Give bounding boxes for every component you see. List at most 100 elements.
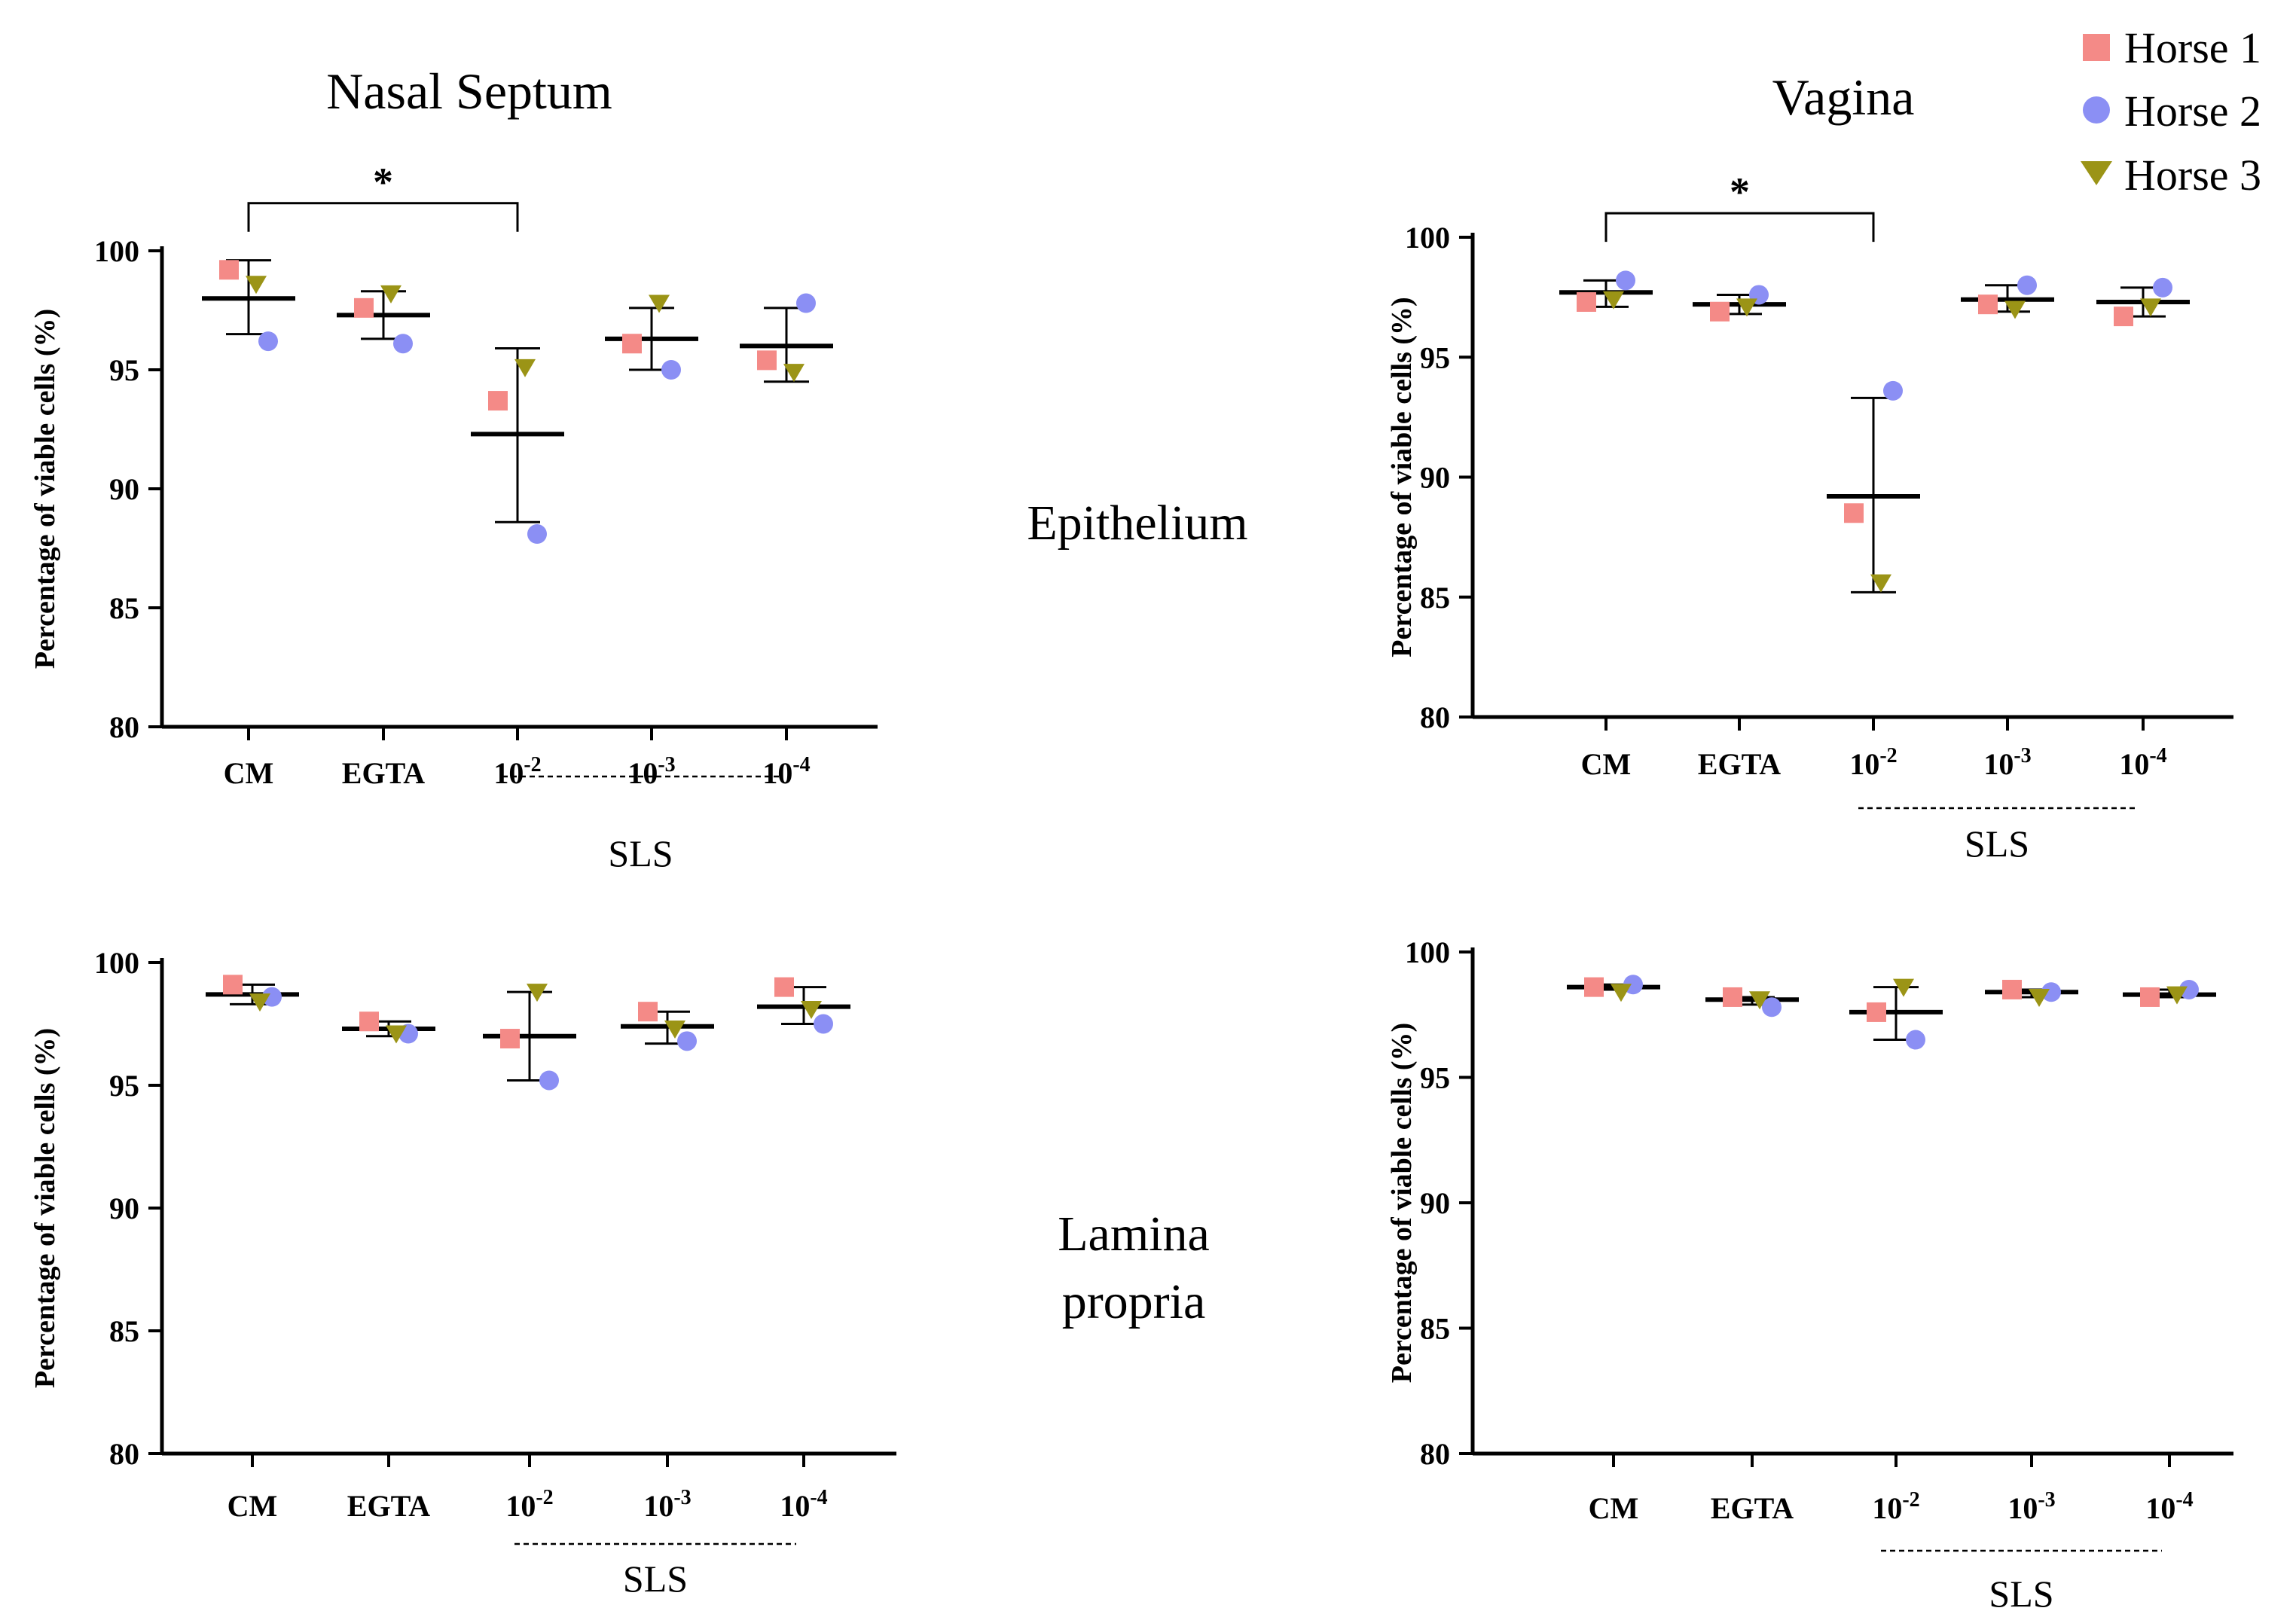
x-tick-label: 10-3 bbox=[1983, 744, 2031, 781]
point-horse-1 bbox=[774, 977, 794, 997]
y-tick-label: 85 bbox=[1420, 581, 1450, 615]
row-label-line: propria bbox=[1062, 1274, 1206, 1329]
point-horse-2 bbox=[661, 360, 681, 380]
title-nasal-septum: Nasal Septum bbox=[326, 63, 612, 120]
significance-star: * bbox=[1730, 169, 1750, 215]
x-tick-label: CM bbox=[1589, 1491, 1639, 1525]
significance-bracket bbox=[1604, 212, 1875, 243]
group-label-sls: SLS bbox=[1965, 822, 2029, 865]
x-tick-label: EGTA bbox=[347, 1489, 431, 1523]
point-horse-2 bbox=[677, 1031, 697, 1051]
point-horse-3 bbox=[1611, 984, 1632, 1002]
y-tick-label: 100 bbox=[1405, 221, 1450, 255]
point-horse-3 bbox=[801, 1000, 822, 1019]
legend-circle-icon bbox=[2083, 96, 2110, 124]
point-horse-2 bbox=[393, 334, 413, 354]
x-tick-label-exponent: -4 bbox=[792, 753, 810, 776]
y-tick-label: 90 bbox=[109, 472, 139, 506]
significance-bracket bbox=[247, 202, 519, 232]
row-label-epithelium: Epithelium bbox=[1027, 496, 1247, 551]
x-tick-label-exponent: -3 bbox=[2014, 744, 2031, 767]
x-tick-label-base: 10 bbox=[2119, 747, 2149, 781]
x-tick-label-base: 10 bbox=[643, 1489, 673, 1523]
x-tick-label-base: 10 bbox=[627, 756, 658, 790]
y-tick-label: 100 bbox=[94, 234, 139, 268]
x-tick-label-base: 10 bbox=[762, 756, 792, 790]
point-horse-3 bbox=[527, 984, 548, 1002]
point-horse-1 bbox=[1844, 503, 1864, 523]
point-horse-1 bbox=[1584, 977, 1604, 997]
point-horse-1 bbox=[223, 975, 243, 995]
title-vagina: Vagina bbox=[1772, 69, 1915, 126]
y-axis-label: Percentage of viable cells (%) bbox=[1386, 297, 1418, 657]
x-tick-label: 10-2 bbox=[493, 753, 541, 790]
group-label-sls: SLS bbox=[608, 832, 673, 874]
point-horse-3 bbox=[2029, 988, 2050, 1007]
point-horse-2 bbox=[262, 987, 282, 1007]
x-tick-label-exponent: -2 bbox=[1879, 744, 1897, 767]
x-tick-label-base: 10 bbox=[1983, 747, 2014, 781]
x-tick-label: 10-3 bbox=[627, 753, 675, 790]
x-tick-label-exponent: -4 bbox=[2149, 744, 2166, 767]
point-horse-2 bbox=[796, 293, 816, 313]
point-horse-2 bbox=[1883, 380, 1903, 401]
point-horse-1 bbox=[638, 1002, 658, 1022]
y-tick-label: 90 bbox=[109, 1191, 139, 1225]
point-horse-3 bbox=[1736, 298, 1757, 317]
point-horse-1 bbox=[359, 1011, 379, 1032]
point-horse-3 bbox=[249, 993, 270, 1012]
x-tick-label: 10-2 bbox=[505, 1486, 553, 1523]
y-axis-label: Percentage of viable cells (%) bbox=[29, 309, 61, 669]
point-horse-1 bbox=[1723, 987, 1742, 1007]
point-horse-2 bbox=[539, 1070, 559, 1091]
point-horse-2 bbox=[1762, 997, 1782, 1018]
group-label-sls: SLS bbox=[623, 1558, 688, 1600]
x-tick-label-exponent: -4 bbox=[810, 1486, 827, 1509]
point-horse-3 bbox=[380, 285, 401, 304]
row-label-lamina-propria: Lamina propria bbox=[1058, 1207, 1210, 1329]
y-tick-label: 100 bbox=[1405, 935, 1450, 969]
point-horse-3 bbox=[246, 276, 267, 294]
point-horse-3 bbox=[1893, 978, 1914, 997]
point-horse-3 bbox=[1749, 991, 1770, 1010]
significance-star: * bbox=[373, 160, 393, 205]
x-tick-label-base: EGTA bbox=[1698, 747, 1782, 781]
x-tick-label-base: 10 bbox=[1872, 1491, 1902, 1525]
point-horse-3 bbox=[386, 1025, 407, 1044]
chart-panel-nasal-lamina: 80 85 90 95 100 Percentage of viable cells (%… bbox=[29, 946, 896, 1600]
x-tick-label-base: 10 bbox=[780, 1489, 810, 1523]
x-tick-label-base: 10 bbox=[2007, 1491, 2038, 1525]
row-label-line: Lamina bbox=[1058, 1207, 1210, 1262]
y-tick-label: 80 bbox=[109, 1437, 139, 1471]
x-tick-label: 10-4 bbox=[2145, 1488, 2193, 1525]
x-tick-label: 10-4 bbox=[2119, 744, 2166, 781]
x-tick-label-exponent: -4 bbox=[2175, 1488, 2193, 1512]
point-horse-2 bbox=[814, 1014, 833, 1034]
point-horse-2 bbox=[2017, 275, 2037, 295]
y-axis-label: Percentage of viable cells (%) bbox=[1386, 1023, 1418, 1383]
y-tick-label: 80 bbox=[1420, 700, 1450, 734]
point-horse-2 bbox=[1906, 1030, 1925, 1050]
point-horse-2 bbox=[258, 331, 278, 352]
x-tick-label-exponent: -3 bbox=[673, 1486, 691, 1509]
legend-label-horse-1: Horse 1 bbox=[2124, 23, 2261, 72]
y-axis-label: Percentage of viable cells (%) bbox=[29, 1028, 61, 1388]
legend-label-horse-2: Horse 2 bbox=[2124, 87, 2261, 136]
point-horse-3 bbox=[1603, 291, 1624, 310]
x-tick-label-base: CM bbox=[1581, 747, 1632, 781]
y-tick-label: 95 bbox=[1420, 340, 1450, 374]
y-tick-label: 80 bbox=[109, 710, 139, 744]
point-horse-3 bbox=[783, 364, 805, 383]
point-horse-1 bbox=[1710, 301, 1730, 322]
point-horse-3 bbox=[1870, 574, 1891, 593]
point-horse-1 bbox=[1577, 291, 1596, 312]
x-tick-label-base: CM bbox=[224, 756, 274, 790]
group-label-sls: SLS bbox=[1989, 1573, 2053, 1614]
y-tick-label: 95 bbox=[109, 353, 139, 387]
y-tick-label: 90 bbox=[1420, 461, 1450, 495]
y-tick-label: 85 bbox=[1420, 1312, 1450, 1346]
point-horse-2 bbox=[1616, 270, 1635, 291]
x-tick-label-base: CM bbox=[1589, 1491, 1639, 1525]
x-tick-label-exponent: -3 bbox=[658, 753, 675, 776]
